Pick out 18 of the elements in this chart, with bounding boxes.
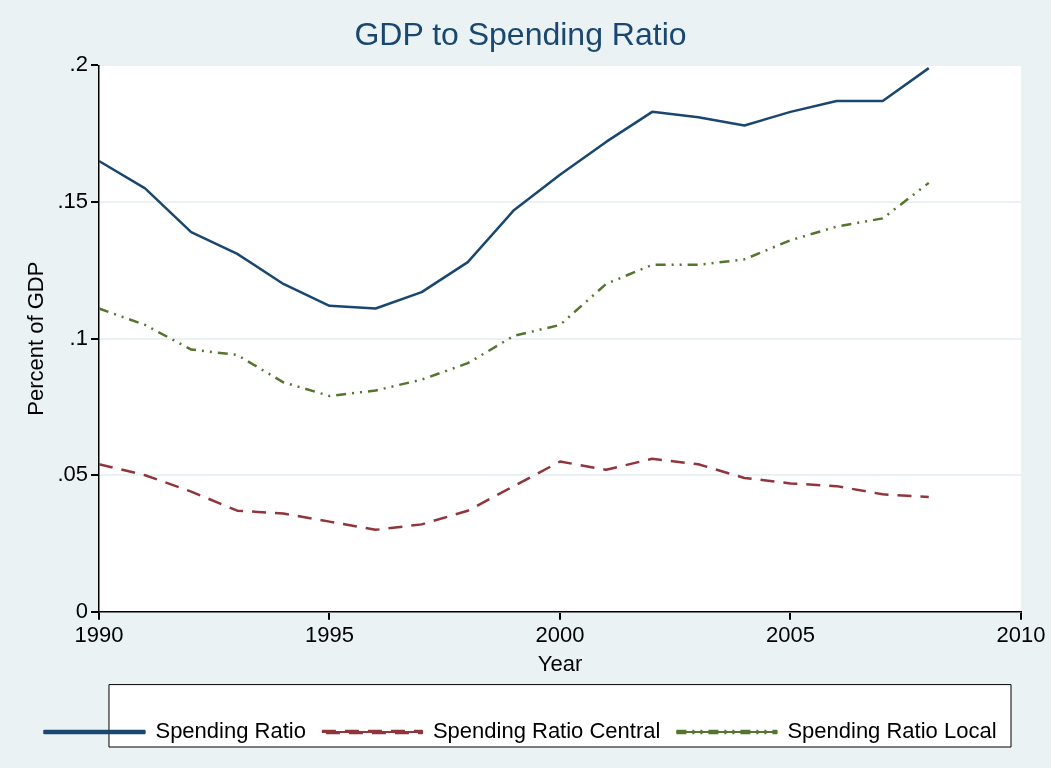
line-series xyxy=(98,181,931,398)
line-series xyxy=(98,457,931,532)
legend-label: Spending Ratio Central xyxy=(432,718,661,744)
x-tick-label: 2005 xyxy=(766,622,815,648)
x-axis-title: Year xyxy=(537,651,583,677)
legend-label: Spending Ratio Local xyxy=(787,718,997,744)
x-tick-label: 1990 xyxy=(74,622,124,648)
x-tick-label: 2000 xyxy=(535,622,585,648)
y-tick-label: 0 xyxy=(75,597,88,623)
y-tick-label: .15 xyxy=(57,188,88,214)
legend-label: Spending Ratio xyxy=(155,718,306,744)
y-tick-label: .05 xyxy=(57,461,88,487)
x-tick-label: 1995 xyxy=(305,622,354,648)
y-tick-label: .1 xyxy=(69,324,88,350)
y-tick-label: .2 xyxy=(69,51,88,77)
chart-title: GDP to Spending Ratio xyxy=(354,16,687,53)
x-tick-label: 2010 xyxy=(996,622,1046,648)
y-axis-title: Percent of GDP xyxy=(23,261,49,416)
